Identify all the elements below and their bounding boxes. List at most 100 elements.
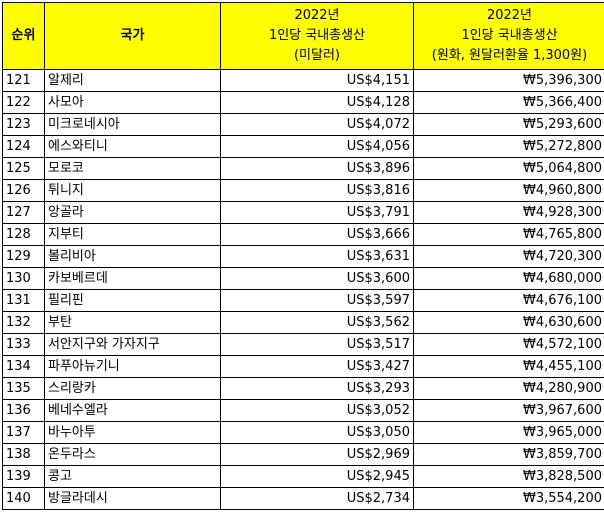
rank-cell[interactable]: 123 [3, 114, 45, 136]
krw-gdp-cell[interactable]: ₩4,455,100 [414, 356, 604, 378]
krw-gdp-cell[interactable]: ₩4,572,100 [414, 334, 604, 356]
rank-cell[interactable]: 138 [3, 444, 45, 466]
rank-cell[interactable]: 121 [3, 70, 45, 92]
rank-cell[interactable]: 128 [3, 224, 45, 246]
usd-gdp-cell[interactable]: US$3,517 [221, 334, 414, 356]
usd-gdp-cell[interactable]: US$3,427 [221, 356, 414, 378]
country-cell[interactable]: 온두라스 [45, 444, 221, 466]
krw-gdp-cell[interactable]: ₩5,272,800 [414, 136, 604, 158]
krw-gdp-cell[interactable]: ₩4,928,300 [414, 202, 604, 224]
usd-gdp-cell[interactable]: US$3,562 [221, 312, 414, 334]
rank-cell[interactable]: 136 [3, 400, 45, 422]
rank-cell[interactable]: 127 [3, 202, 45, 224]
country-cell[interactable]: 미크로네시아 [45, 114, 221, 136]
krw-gdp-cell[interactable]: ₩4,720,300 [414, 246, 604, 268]
country-cell[interactable]: 콩고 [45, 466, 221, 488]
usd-gdp-cell[interactable]: US$3,050 [221, 422, 414, 444]
krw-gdp-cell[interactable]: ₩5,293,600 [414, 114, 604, 136]
rank-cell[interactable]: 135 [3, 378, 45, 400]
usd-gdp-cell[interactable]: US$3,293 [221, 378, 414, 400]
rank-cell[interactable]: 132 [3, 312, 45, 334]
usd-gdp-cell[interactable]: US$4,072 [221, 114, 414, 136]
country-cell[interactable]: 부탄 [45, 312, 221, 334]
rank-cell[interactable]: 124 [3, 136, 45, 158]
usd-gdp-cell[interactable]: US$3,600 [221, 268, 414, 290]
country-cell[interactable]: 알제리 [45, 70, 221, 92]
country-cell[interactable]: 스리랑카 [45, 378, 221, 400]
country-cell[interactable]: 바누아투 [45, 422, 221, 444]
rank-cell[interactable]: 131 [3, 290, 45, 312]
country-cell[interactable]: 베네수엘라 [45, 400, 221, 422]
krw-gdp-cell[interactable]: ₩4,680,000 [414, 268, 604, 290]
rank-cell[interactable]: 137 [3, 422, 45, 444]
krw-gdp-cell[interactable]: ₩3,965,000 [414, 422, 604, 444]
usd-gdp-cell[interactable]: US$3,816 [221, 180, 414, 202]
usd-gdp-cell[interactable]: US$3,666 [221, 224, 414, 246]
country-cell[interactable]: 필리핀 [45, 290, 221, 312]
header-krw-gdp[interactable]: 2022년 1인당 국내총생산 (원화, 원달러환율 1,300원) [414, 3, 604, 70]
rank-cell[interactable]: 140 [3, 488, 45, 510]
header-usd-year: 2022년 [221, 6, 413, 26]
krw-gdp-cell[interactable]: ₩5,396,300 [414, 70, 604, 92]
country-cell[interactable]: 앙골라 [45, 202, 221, 224]
rank-cell[interactable]: 130 [3, 268, 45, 290]
rank-cell[interactable]: 139 [3, 466, 45, 488]
usd-gdp-cell[interactable]: US$4,151 [221, 70, 414, 92]
country-cell[interactable]: 에스와티니 [45, 136, 221, 158]
usd-gdp-cell[interactable]: US$3,791 [221, 202, 414, 224]
krw-gdp-cell[interactable]: ₩3,859,700 [414, 444, 604, 466]
krw-gdp-cell[interactable]: ₩3,828,500 [414, 466, 604, 488]
country-cell[interactable]: 방글라데시 [45, 488, 221, 510]
usd-gdp-cell[interactable]: US$2,969 [221, 444, 414, 466]
krw-gdp-cell[interactable]: ₩4,960,800 [414, 180, 604, 202]
country-cell[interactable]: 카보베르데 [45, 268, 221, 290]
header-usd-title: 1인당 국내총생산 [221, 26, 413, 46]
country-cell[interactable]: 볼리비아 [45, 246, 221, 268]
usd-gdp-cell[interactable]: US$3,052 [221, 400, 414, 422]
usd-gdp-cell[interactable]: US$2,945 [221, 466, 414, 488]
rank-cell[interactable]: 133 [3, 334, 45, 356]
krw-gdp-cell[interactable]: ₩4,630,600 [414, 312, 604, 334]
header-country[interactable]: 국가 [45, 3, 221, 70]
header-usd-unit: (미달러) [221, 46, 413, 66]
krw-gdp-cell[interactable]: ₩4,676,100 [414, 290, 604, 312]
krw-gdp-cell[interactable]: ₩3,967,600 [414, 400, 604, 422]
header-krw-year: 2022년 [414, 6, 604, 26]
usd-gdp-cell[interactable]: US$2,734 [221, 488, 414, 510]
rank-cell[interactable]: 134 [3, 356, 45, 378]
krw-gdp-cell[interactable]: ₩5,366,400 [414, 92, 604, 114]
usd-gdp-cell[interactable]: US$3,896 [221, 158, 414, 180]
rank-cell[interactable]: 125 [3, 158, 45, 180]
country-cell[interactable]: 파푸아뉴기니 [45, 356, 221, 378]
header-rank[interactable]: 순위 [3, 3, 45, 70]
usd-gdp-cell[interactable]: US$3,631 [221, 246, 414, 268]
usd-gdp-cell[interactable]: US$4,128 [221, 92, 414, 114]
usd-gdp-cell[interactable]: US$4,056 [221, 136, 414, 158]
country-cell[interactable]: 사모아 [45, 92, 221, 114]
country-cell[interactable]: 지부티 [45, 224, 221, 246]
header-usd-gdp[interactable]: 2022년 1인당 국내총생산 (미달러) [221, 3, 414, 70]
rank-cell[interactable]: 122 [3, 92, 45, 114]
country-cell[interactable]: 모로코 [45, 158, 221, 180]
rank-cell[interactable]: 129 [3, 246, 45, 268]
rank-cell[interactable]: 126 [3, 180, 45, 202]
krw-gdp-cell[interactable]: ₩4,280,900 [414, 378, 604, 400]
krw-gdp-cell[interactable]: ₩4,765,800 [414, 224, 604, 246]
country-cell[interactable]: 튀니지 [45, 180, 221, 202]
krw-gdp-cell[interactable]: ₩5,064,800 [414, 158, 604, 180]
country-cell[interactable]: 서안지구와 가자지구 [45, 334, 221, 356]
usd-gdp-cell[interactable]: US$3,597 [221, 290, 414, 312]
krw-gdp-cell[interactable]: ₩3,554,200 [414, 488, 604, 510]
